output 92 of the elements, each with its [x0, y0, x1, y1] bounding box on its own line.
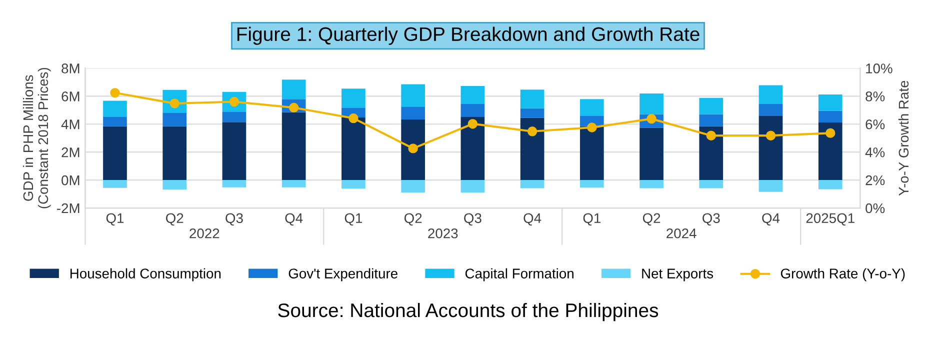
text: 2022: [190, 228, 220, 238]
y-tick-label: 6M: [62, 91, 80, 102]
y-tick-label: -2M: [57, 203, 80, 214]
point: [468, 118, 478, 129]
bar: [162, 180, 187, 190]
legend-label: Gov't Expenditure: [288, 268, 398, 282]
bar: [758, 85, 783, 104]
x-tick-label: Q3: [464, 213, 482, 226]
bar: [401, 180, 425, 192]
source-note: Source: National Accounts of the Philippines: [278, 302, 658, 322]
bar: [342, 118, 366, 180]
bar: [401, 120, 425, 180]
bar: [818, 110, 842, 122]
bar: [520, 90, 544, 108]
bar: [103, 126, 127, 180]
legend-label: Capital Formation: [465, 268, 574, 282]
point: [527, 126, 538, 136]
x-tick-label: Q3: [226, 213, 243, 226]
x-tick-label: Q4: [524, 213, 542, 226]
bar: [460, 104, 485, 117]
y2-tick-label: 0%: [866, 203, 885, 214]
bar: [640, 128, 664, 180]
point: [826, 128, 836, 138]
bar: [699, 126, 724, 180]
bar: [460, 86, 485, 104]
point: [348, 113, 358, 124]
bar: [580, 99, 604, 116]
point: [766, 130, 776, 140]
bar: [758, 180, 783, 192]
y-tick-label: 0M: [62, 175, 80, 186]
x-tick-label: Q3: [702, 213, 720, 226]
bar: [758, 116, 783, 180]
bar: [401, 84, 425, 107]
bar: [162, 112, 187, 126]
bar: [222, 180, 246, 188]
bar: [222, 122, 246, 180]
text: 2023: [428, 228, 458, 238]
legend-label: Household Consumption: [70, 268, 221, 282]
x-tick-label: Q2: [642, 213, 660, 226]
bar: [401, 106, 425, 120]
bar: [520, 118, 544, 180]
bar: [580, 180, 604, 188]
bar: [699, 180, 724, 188]
text: 2024: [666, 228, 696, 238]
bar: [818, 94, 842, 111]
bar: [818, 122, 842, 180]
bar: [103, 100, 127, 117]
x-tick-label: Q4: [762, 213, 780, 226]
bar: [699, 98, 724, 114]
chart-title: Figure 1: Quarterly GDP Breakdown and Growth Rate: [237, 26, 700, 45]
bar: [222, 112, 246, 122]
bar: [640, 94, 664, 114]
y-tick-label: 8M: [62, 64, 80, 74]
bar: [758, 104, 783, 116]
bar: [162, 126, 187, 180]
legend-label: Net Exports: [642, 268, 714, 282]
bar: [103, 180, 127, 188]
x-tick-label: Q1: [344, 213, 362, 226]
x-tick-label: Q1: [583, 213, 600, 226]
point: [408, 144, 418, 154]
bar: [282, 80, 306, 100]
bar: [580, 126, 604, 180]
bar: [282, 180, 306, 188]
y2-axis-title: Y-o-Y Growth Rate: [898, 80, 909, 196]
legend-label: Growth Rate (Y-o-Y): [780, 268, 905, 282]
y2-tick-label: 6%: [866, 119, 885, 130]
x-tick-label: Q4: [285, 213, 303, 226]
bar: [460, 180, 485, 192]
y-axis-title: GDP in PHP Millions (Constant 2018 Prices): [22, 68, 51, 208]
y2-tick-label: 10%: [866, 64, 892, 74]
point: [706, 130, 716, 140]
bar: [520, 108, 544, 118]
x-tick-label: Q2: [404, 213, 422, 226]
y2-tick-label: 4%: [865, 147, 885, 158]
point: [110, 88, 120, 98]
x-tick-label: Q1: [106, 213, 124, 226]
y2-tick-label: 2%: [866, 175, 885, 186]
bar: [520, 180, 544, 188]
bar: [103, 116, 127, 126]
bar: [342, 88, 366, 108]
y-tick-label: 2M: [62, 147, 80, 158]
x-tick-label: 2025Q1: [806, 213, 854, 226]
bar: [699, 114, 724, 126]
y2-tick-label: 8%: [866, 91, 885, 102]
y-tick-label: 4M: [61, 120, 80, 130]
bar: [818, 180, 842, 190]
point: [587, 122, 597, 132]
bar: [342, 180, 366, 189]
bar: [282, 112, 306, 180]
x-tick-label: Q2: [166, 213, 184, 226]
bar: [460, 116, 485, 180]
bar: [640, 180, 664, 188]
